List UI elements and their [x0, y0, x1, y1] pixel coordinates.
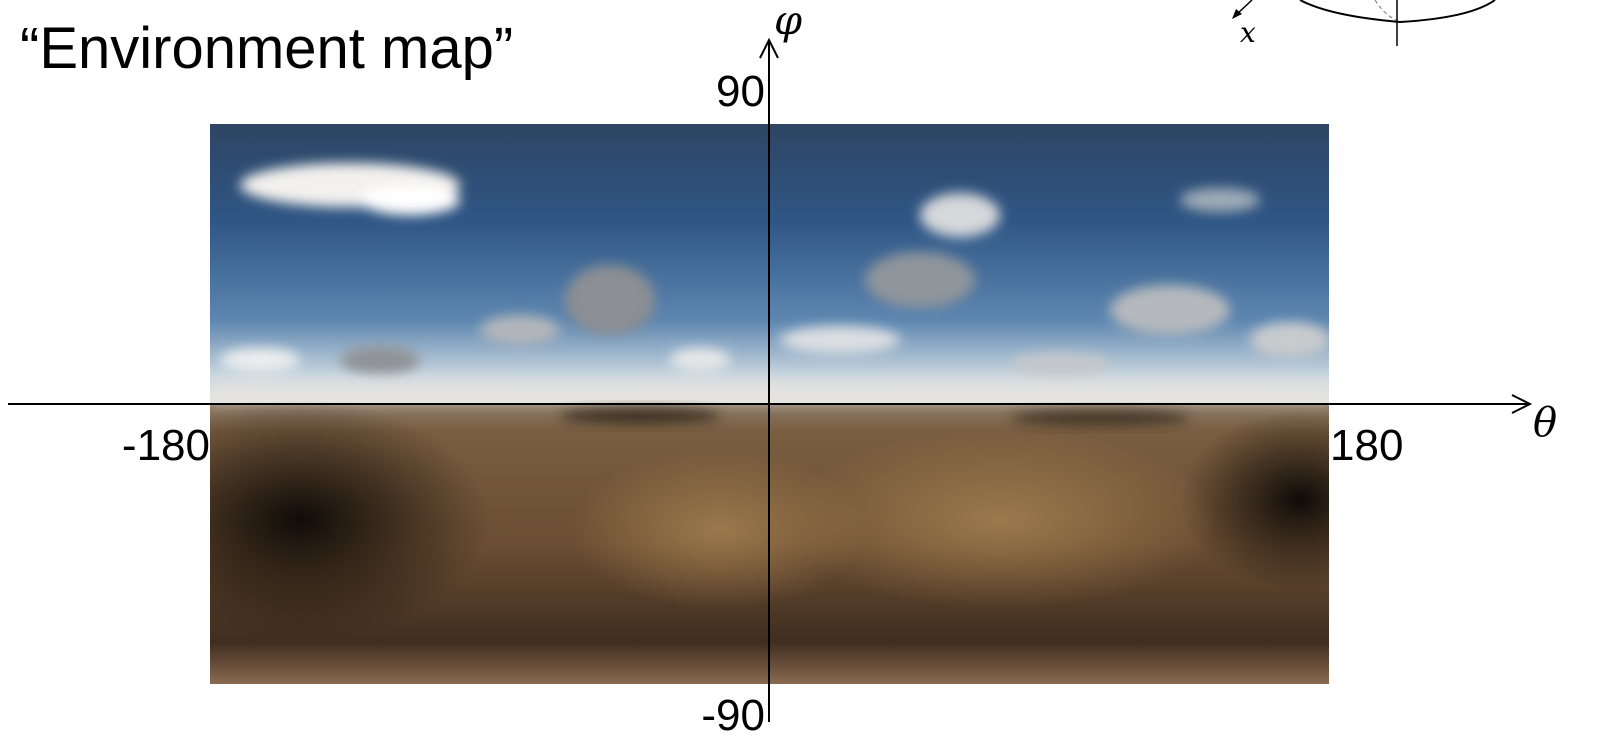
sunlit-area — [570, 450, 870, 610]
theta-label: θ — [1533, 400, 1557, 446]
sphere-inset — [1232, 0, 1495, 46]
shadow-patch — [1010, 410, 1190, 426]
inset-x-label: x — [1240, 16, 1256, 49]
phi-label: φ — [774, 0, 802, 44]
slide: “Environment map” φ 90 -90 θ -180 180 x — [0, 0, 1617, 756]
page: “Environment map” φ 90 -90 θ -180 180 x … — [0, 0, 1617, 756]
slide-title: “Environment map” — [20, 16, 513, 81]
theta-left-label: -180 — [122, 421, 210, 470]
theta-right-label: 180 — [1330, 421, 1403, 470]
phi-top-label: 90 — [716, 67, 765, 116]
phi-bottom-label: -90 — [701, 691, 765, 740]
shadow-patch — [560, 408, 720, 424]
